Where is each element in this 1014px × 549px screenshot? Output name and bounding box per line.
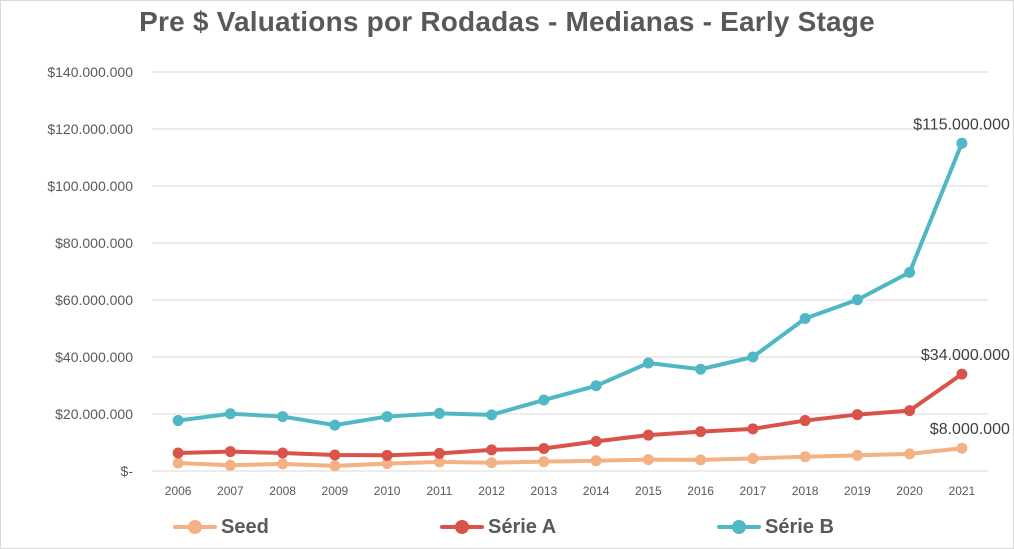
y-tick-label: $120.000.000	[47, 121, 133, 137]
x-tick-label: 2015	[635, 484, 662, 498]
data-point-seed	[904, 448, 916, 460]
data-point-serie-a	[799, 415, 811, 427]
data-label-seed: $8.000.000	[930, 421, 1010, 438]
series-lines	[172, 137, 968, 472]
data-point-seed	[851, 449, 863, 461]
data-point-serie-b	[851, 294, 863, 306]
legend-label-serie-a: Série A	[488, 515, 557, 538]
data-point-serie-b	[224, 408, 236, 420]
y-tick-label: $-	[121, 463, 134, 479]
data-point-serie-b	[486, 409, 498, 421]
x-tick-label: 2014	[583, 484, 610, 498]
gridlines	[152, 71, 988, 472]
data-point-seed	[956, 442, 968, 454]
data-point-serie-b	[538, 394, 550, 406]
data-point-seed	[747, 452, 759, 464]
x-tick-label: 2020	[896, 484, 923, 498]
data-point-serie-b	[381, 411, 393, 423]
legend: Seed Série A Série B	[0, 512, 1014, 542]
y-tick-label: $60.000.000	[55, 292, 133, 308]
x-tick-label: 2013	[531, 484, 558, 498]
data-point-seed	[224, 459, 236, 471]
data-point-serie-b	[747, 351, 759, 363]
data-point-serie-b	[329, 419, 341, 431]
y-axis-tick-labels: $- $20.000.000 $40.000.000 $60.000.000 $80.0…	[47, 64, 133, 479]
chart-title: Pre $ Valuations por Rodadas - Medianas …	[139, 6, 875, 37]
data-point-serie-b	[642, 357, 654, 369]
data-point-seed	[277, 458, 289, 470]
data-point-seed	[381, 458, 393, 470]
data-point-seed	[329, 460, 341, 472]
data-point-serie-a	[381, 449, 393, 461]
x-tick-label: 2012	[478, 484, 505, 498]
data-point-seed	[799, 451, 811, 463]
x-axis-tick-labels: 2006 2007 2008 2009 2010 2011 2012 2013 2014 2015…	[165, 484, 976, 498]
data-label-serie-b: $115.000.000	[913, 116, 1010, 133]
x-tick-label: 2011	[426, 484, 452, 498]
x-tick-label: 2017	[740, 484, 767, 498]
y-tick-label: $80.000.000	[55, 235, 133, 251]
x-tick-label: 2019	[844, 484, 871, 498]
data-point-serie-a	[486, 444, 498, 456]
data-point-serie-a	[956, 368, 968, 380]
data-labels: $8.000.000 $34.000.000 $115.000.000	[913, 116, 1010, 438]
legend-marker-serie-b	[732, 520, 746, 534]
data-point-serie-a	[433, 447, 445, 459]
data-point-serie-a	[172, 447, 184, 459]
legend-label-serie-b: Série B	[765, 515, 834, 538]
data-point-serie-a	[851, 409, 863, 421]
data-point-seed	[486, 457, 498, 469]
series-line-serie-b	[176, 141, 964, 428]
legend-item-serie-b: Série B	[717, 512, 834, 542]
data-point-serie-a	[277, 447, 289, 459]
legend-swatch-seed	[173, 520, 217, 534]
legend-marker-serie-a	[455, 520, 469, 534]
data-point-serie-b	[590, 380, 602, 392]
data-point-serie-a	[590, 435, 602, 447]
x-tick-label: 2009	[322, 484, 349, 498]
data-point-serie-b	[433, 407, 445, 419]
y-tick-label: $140.000.000	[47, 64, 133, 80]
x-tick-label: 2010	[374, 484, 401, 498]
y-tick-label: $20.000.000	[55, 406, 133, 422]
x-tick-label: 2021	[949, 484, 976, 498]
data-point-serie-a	[538, 442, 550, 454]
x-tick-label: 2018	[792, 484, 819, 498]
data-point-serie-a	[747, 423, 759, 435]
data-point-serie-a	[642, 429, 654, 441]
data-label-serie-a: $34.000.000	[921, 347, 1010, 364]
series-line-seed	[176, 446, 964, 468]
data-point-seed	[433, 456, 445, 468]
data-point-seed	[538, 456, 550, 468]
data-point-seed	[695, 454, 707, 466]
data-point-serie-b	[904, 266, 916, 278]
data-point-serie-a	[329, 449, 341, 461]
x-tick-label: 2007	[217, 484, 244, 498]
data-point-serie-b	[695, 363, 707, 375]
legend-item-serie-a: Série A	[440, 512, 556, 542]
x-tick-label: 2006	[165, 484, 192, 498]
data-point-serie-a	[224, 446, 236, 458]
y-tick-label: $100.000.000	[47, 178, 133, 194]
legend-item-seed: Seed	[173, 512, 269, 542]
data-point-serie-a	[904, 405, 916, 417]
legend-marker-seed	[188, 520, 202, 534]
legend-swatch-serie-b	[717, 520, 761, 534]
x-tick-label: 2016	[687, 484, 714, 498]
series-line-serie-a	[176, 372, 964, 458]
data-point-serie-b	[799, 313, 811, 325]
x-tick-label: 2008	[269, 484, 296, 498]
y-tick-label: $40.000.000	[55, 349, 133, 365]
data-point-serie-b	[277, 411, 289, 423]
data-point-serie-b	[172, 415, 184, 427]
data-point-serie-a	[695, 426, 707, 438]
data-point-serie-b	[956, 137, 968, 149]
data-point-seed	[590, 455, 602, 467]
legend-swatch-serie-a	[440, 520, 484, 534]
legend-label-seed: Seed	[221, 515, 269, 538]
data-point-seed	[642, 454, 654, 466]
data-point-seed	[172, 457, 184, 469]
